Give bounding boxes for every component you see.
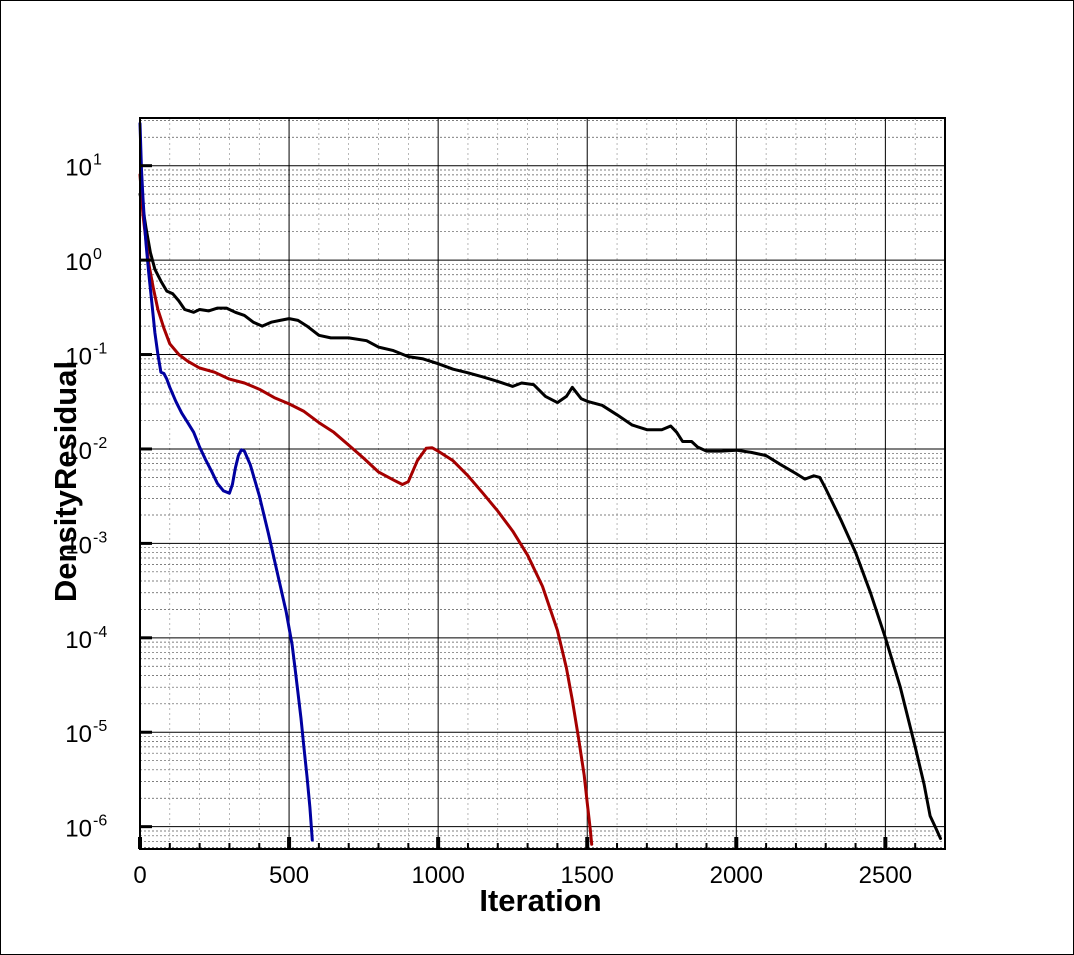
series-line-3 xyxy=(138,122,314,842)
y-tick-exponent: -4 xyxy=(93,624,107,641)
x-tick-label: 1500 xyxy=(561,862,614,889)
series-line-1 xyxy=(138,192,942,840)
y-tick-exponent: -1 xyxy=(93,341,107,358)
y-tick-label: 10 xyxy=(65,155,92,182)
y-tick-label: 10 xyxy=(65,816,92,843)
y-tick-label: 10 xyxy=(65,532,92,559)
y-tick-exponent: 0 xyxy=(93,246,102,263)
y-tick-label: 10 xyxy=(65,249,92,276)
y-tick-exponent: -2 xyxy=(93,435,107,452)
y-tick-label: 10 xyxy=(65,627,92,654)
x-tick-label: 2000 xyxy=(710,862,763,889)
y-tick-exponent: 1 xyxy=(93,152,102,169)
y-axis-title: DensityResidual xyxy=(48,361,83,602)
y-tick-exponent: -6 xyxy=(93,813,107,830)
plot-frame xyxy=(139,117,946,850)
axis-ticks xyxy=(138,164,917,849)
y-tick-exponent: -5 xyxy=(93,718,107,735)
x-tick-label: 0 xyxy=(133,862,146,889)
major-grid xyxy=(140,118,945,849)
y-tick-label: 10 xyxy=(65,721,92,748)
x-axis-title: Iteration xyxy=(479,883,601,918)
y-tick-label: 10 xyxy=(65,438,92,465)
x-tick-labels: 0 500 1000 1500 2000 2500 xyxy=(133,862,912,889)
x-tick-label: 2500 xyxy=(859,862,912,889)
y-tick-label: 10 xyxy=(65,344,92,371)
x-tick-label: 500 xyxy=(269,862,309,889)
series-line-2 xyxy=(138,173,594,846)
x-tick-label: 1000 xyxy=(411,862,464,889)
minor-grid xyxy=(140,118,945,849)
y-tick-exponent: -3 xyxy=(93,529,107,546)
series-layer xyxy=(138,122,942,846)
